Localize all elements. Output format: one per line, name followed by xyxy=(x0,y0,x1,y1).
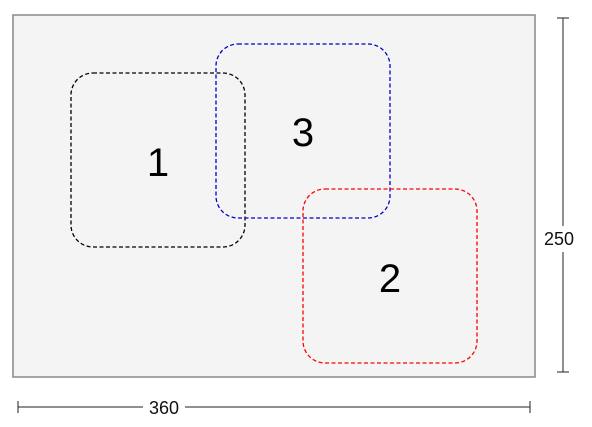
region-label-1: 1 xyxy=(147,141,169,185)
height-dimension-label: 250 xyxy=(544,229,574,249)
width-dimension-label: 360 xyxy=(149,398,179,418)
width-dimension xyxy=(17,401,531,413)
height-dimension xyxy=(557,17,569,373)
canvas-area xyxy=(12,14,536,378)
region-label-3: 3 xyxy=(292,111,314,155)
region-rect-3 xyxy=(215,43,391,219)
region-label-2: 2 xyxy=(379,257,401,301)
region-rect-2 xyxy=(302,188,478,364)
region-rect-1 xyxy=(70,72,246,248)
